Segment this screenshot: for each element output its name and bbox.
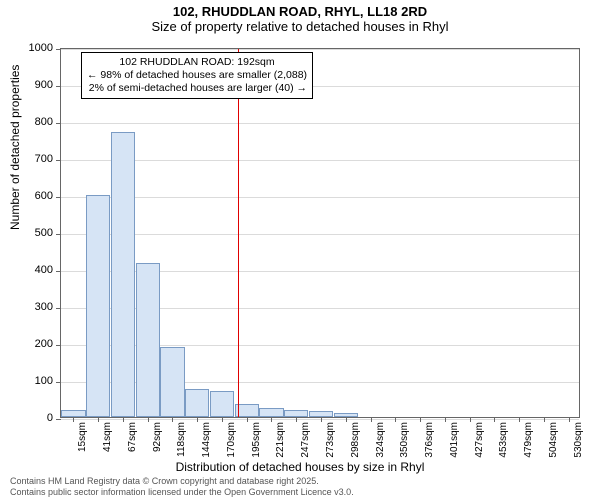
xtick-mark [470, 417, 471, 422]
grid-line [61, 234, 579, 235]
xtick-mark [569, 417, 570, 422]
ytick-label: 1000 [3, 42, 53, 54]
bar [259, 408, 283, 417]
ytick-label: 200 [3, 338, 53, 350]
ytick-mark [56, 86, 61, 87]
grid-line [61, 197, 579, 198]
ytick-label: 400 [3, 264, 53, 276]
chart-container: 102, RHUDDLAN ROAD, RHYL, LL18 2RD Size … [0, 0, 600, 500]
ytick-mark [56, 160, 61, 161]
xtick-mark [271, 417, 272, 422]
xtick-mark [73, 417, 74, 422]
xtick-mark [172, 417, 173, 422]
xtick-mark [123, 417, 124, 422]
xtick-mark [197, 417, 198, 422]
bar [86, 195, 110, 417]
xtick-mark [321, 417, 322, 422]
xtick-mark [519, 417, 520, 422]
ytick-label: 500 [3, 227, 53, 239]
ytick-mark [56, 345, 61, 346]
ytick-label: 800 [3, 116, 53, 128]
bar [160, 347, 184, 417]
xtick-mark [148, 417, 149, 422]
xtick-mark [494, 417, 495, 422]
ytick-label: 700 [3, 153, 53, 165]
footer-line1: Contains HM Land Registry data © Crown c… [10, 476, 354, 487]
xtick-mark [445, 417, 446, 422]
xtick-mark [98, 417, 99, 422]
ytick-label: 100 [3, 375, 53, 387]
xtick-mark [371, 417, 372, 422]
bar [111, 132, 135, 417]
xtick-mark [420, 417, 421, 422]
chart-title: 102, RHUDDLAN ROAD, RHYL, LL18 2RD [0, 0, 600, 19]
ytick-mark [56, 234, 61, 235]
ytick-mark [56, 419, 61, 420]
bar [61, 410, 85, 417]
xtick-mark [296, 417, 297, 422]
reference-line [238, 49, 239, 417]
bar [284, 410, 308, 417]
ytick-mark [56, 49, 61, 50]
ytick-mark [56, 382, 61, 383]
ytick-mark [56, 197, 61, 198]
chart-area: 15sqm41sqm67sqm92sqm118sqm144sqm170sqm19… [60, 48, 580, 418]
annotation-line2: ← 98% of detached houses are smaller (2,… [87, 69, 307, 82]
ytick-mark [56, 123, 61, 124]
bar [185, 389, 209, 417]
xtick-mark [222, 417, 223, 422]
ytick-label: 300 [3, 301, 53, 313]
xtick-mark [395, 417, 396, 422]
ytick-label: 900 [3, 79, 53, 91]
grid-line [61, 49, 579, 50]
xtick-mark [544, 417, 545, 422]
ytick-label: 600 [3, 190, 53, 202]
annotation-box: 102 RHUDDLAN ROAD: 192sqm ← 98% of detac… [81, 52, 313, 99]
grid-line [61, 419, 579, 420]
x-axis-label: Distribution of detached houses by size … [0, 460, 600, 474]
xtick-mark [346, 417, 347, 422]
chart-subtitle: Size of property relative to detached ho… [0, 19, 600, 36]
ytick-mark [56, 271, 61, 272]
xtick-mark [247, 417, 248, 422]
ytick-mark [56, 308, 61, 309]
annotation-line1: 102 RHUDDLAN ROAD: 192sqm [87, 56, 307, 69]
footer-line2: Contains public sector information licen… [10, 487, 354, 498]
grid-line [61, 123, 579, 124]
grid-line [61, 160, 579, 161]
annotation-line3: 2% of semi-detached houses are larger (4… [87, 82, 307, 95]
ytick-label: 0 [3, 412, 53, 424]
bar [210, 391, 234, 417]
footer: Contains HM Land Registry data © Crown c… [10, 476, 354, 498]
plot-area: 15sqm41sqm67sqm92sqm118sqm144sqm170sqm19… [60, 48, 580, 418]
bar [136, 263, 160, 417]
